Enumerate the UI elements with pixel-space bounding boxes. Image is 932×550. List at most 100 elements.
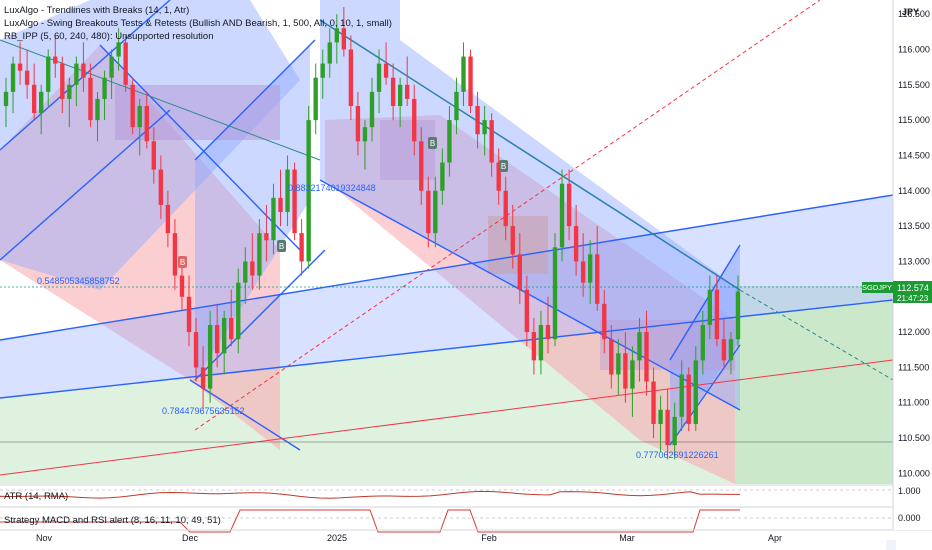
time-tick-label: Nov [36,533,53,543]
candle [503,176,508,241]
candle-body [53,56,58,64]
candle-body [616,353,621,375]
price-tick-label: 113.500 [898,221,930,231]
fib-label-c: 0.784479675635152 [162,406,245,416]
candle-body [130,84,135,128]
price-tick-label: 111.500 [898,362,929,372]
atr-line [0,490,740,499]
price-tick-label: 115.500 [898,80,930,90]
candle-body [531,332,537,361]
candle [728,332,734,375]
candle [665,388,670,460]
candle [482,105,487,156]
strategy-label[interactable]: Strategy MACD and RSI alert (8, 16, 11, … [4,515,221,526]
candle-body [264,233,269,241]
candle-body [552,247,558,340]
candle-body [306,120,311,262]
candle [630,346,635,417]
candle [74,56,79,106]
candle [510,204,515,269]
corner-box [886,540,896,550]
candle-body [362,127,368,142]
candle [327,28,332,78]
candle-body [60,63,65,99]
candle-body [412,98,417,142]
candle-body [658,409,663,424]
candle-body [81,63,86,78]
candle-body [31,84,37,114]
breakout-marker-text: B [430,139,435,148]
candle [573,204,579,276]
candle [39,84,44,135]
candle [292,162,297,241]
candle-body [538,325,544,361]
strategy-axis-label: 0.000 [898,513,921,523]
candle-body [693,360,698,424]
candle-body [545,325,551,340]
candle-body [440,162,445,191]
currency-label: JPY [902,7,919,17]
candle-body [468,56,473,106]
candle [257,219,262,290]
teal-trendline-ext [739,289,894,381]
candle [46,49,51,106]
candle-body [186,296,192,333]
candle [707,275,713,340]
candle-body [376,63,382,92]
candle-body [630,360,635,389]
candle [538,310,544,375]
price-tick-label: 114.500 [898,150,930,160]
candle [369,77,375,142]
price-tick-label: 116.500 [898,9,930,19]
candle-body [285,169,290,212]
candle-body [454,91,459,121]
breakout-marker: B [499,160,508,172]
price-tick-label: 113.000 [898,256,930,266]
candle-body [721,339,727,361]
channel-line-3b [319,179,741,411]
candle [700,310,705,375]
candle [53,35,58,78]
candle-body [292,169,297,234]
candle-body [517,254,522,290]
breakout-marker-text: B [501,162,506,171]
candle-body [299,233,304,262]
candle-body [503,190,508,227]
indicator-trendlines[interactable]: LuxAlgo - Trendlines with Breaks (14, 1,… [4,5,190,16]
candle-body [609,339,614,375]
fib-label-a: 0.8832174019324848 [288,183,376,193]
candle-body [461,56,466,92]
candle-body [672,416,677,446]
candle-body [433,190,438,234]
candle [580,233,586,297]
candle [658,395,663,453]
sub-panes [0,484,932,533]
candle-body [144,105,149,142]
candle [144,91,149,149]
candle [285,155,290,227]
atr-label[interactable]: ATR (14, RMA) [4,491,69,502]
breakout-marker-bg [428,137,437,149]
candle [679,360,684,432]
candle [390,63,396,121]
candle-body [320,63,325,78]
price-tick-label: 116.000 [898,44,930,54]
candle [714,275,720,347]
candle-body [475,105,480,135]
candle [24,49,30,99]
candle-body [222,317,227,354]
candle [193,317,199,382]
indicator-rb-ipp[interactable]: RB_IPP (5, 60, 240, 480): Unsupported re… [4,31,214,42]
candle-body [278,197,283,212]
channel-line-2b [194,39,316,161]
candle-body [348,49,354,106]
candle [271,183,276,255]
candle [686,367,691,432]
price-tag-countdown: 21:47:23 [897,294,929,303]
candle-body [559,183,565,248]
indicator-swing-breakouts[interactable]: LuxAlgo - Swing Breakouts Tests & Retest… [4,18,392,29]
candle [454,77,459,135]
candle-body [250,261,255,276]
